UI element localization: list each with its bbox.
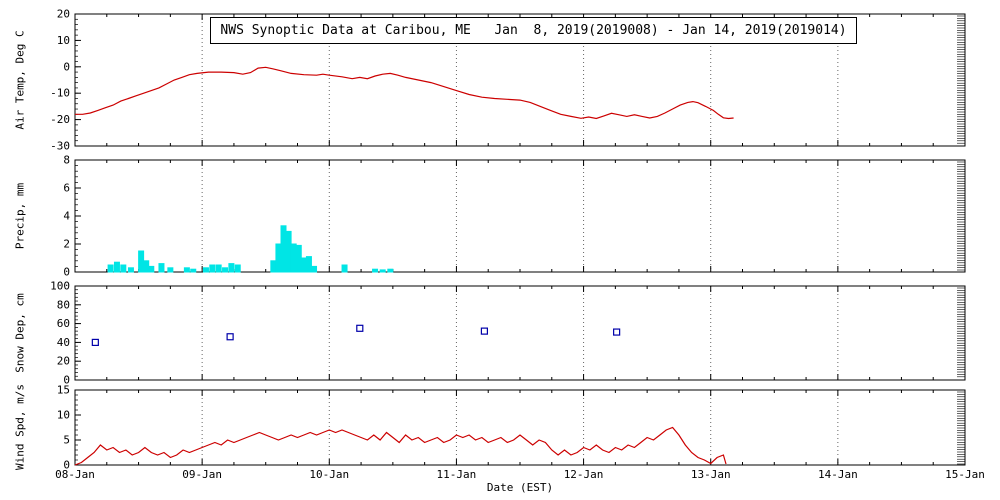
y-tick-label: 2 bbox=[63, 238, 70, 251]
y-tick-label: 5 bbox=[63, 434, 70, 447]
precip-bar bbox=[270, 260, 277, 273]
y-tick-label: 60 bbox=[57, 317, 70, 330]
precip-bar bbox=[305, 256, 312, 273]
precip-bar bbox=[120, 264, 127, 273]
precip-bar bbox=[209, 264, 216, 273]
precip-bar bbox=[228, 263, 235, 273]
x-tick-label: 14-Jan bbox=[818, 468, 858, 481]
x-axis-label: Date (EST) bbox=[486, 481, 554, 494]
snow-depth-marker bbox=[356, 324, 364, 332]
y-axis-label-wind-speed: Wind Spd, m/s bbox=[13, 383, 27, 471]
snow-depth-marker bbox=[613, 328, 621, 336]
precip-bar bbox=[202, 267, 209, 273]
y-tick-label: 4 bbox=[63, 210, 70, 223]
precip-bar bbox=[311, 265, 318, 273]
y-tick-label: 40 bbox=[57, 336, 70, 349]
y-tick-label: 20 bbox=[57, 8, 70, 21]
y-tick-label: -30 bbox=[50, 140, 70, 153]
precip-bar bbox=[183, 267, 190, 273]
y-tick-label: 10 bbox=[57, 34, 70, 47]
precip-bar bbox=[143, 260, 150, 273]
precip-bar bbox=[300, 257, 307, 273]
y-tick-label: -10 bbox=[50, 87, 70, 100]
precip-bar bbox=[275, 243, 282, 273]
y-tick-label: 0 bbox=[63, 459, 70, 472]
y-axis-label-snow-depth: Snow Dep, cm bbox=[13, 293, 27, 373]
y-tick-label: 20 bbox=[57, 355, 70, 368]
precip-bar bbox=[222, 267, 229, 273]
panel-air-temp: -30 -20 -10 0 10 20 bbox=[50, 8, 966, 153]
y-axis-label-air-temp: Air Temp, Deg C bbox=[13, 30, 27, 130]
snow-depth-marker bbox=[480, 327, 488, 335]
y-tick-label: 6 bbox=[63, 182, 70, 195]
y-tick-label: 0 bbox=[63, 60, 70, 73]
x-tick-label: 10-Jan bbox=[309, 468, 349, 481]
panel-snow-depth: 0 20 40 60 80 100 bbox=[50, 280, 966, 387]
y-tick-label: -20 bbox=[50, 113, 70, 126]
precip-bar bbox=[387, 268, 394, 273]
precip-bar bbox=[113, 261, 120, 273]
chart-title: NWS Synoptic Data at Caribou, ME Jan 8, … bbox=[210, 17, 857, 44]
y-tick-label: 0 bbox=[63, 374, 70, 387]
precip-bar bbox=[190, 268, 197, 273]
y-tick-label: 100 bbox=[50, 280, 70, 293]
snow-depth-marker bbox=[226, 333, 234, 341]
precip-bar bbox=[341, 264, 348, 273]
precip-bar bbox=[280, 225, 287, 273]
precip-bar bbox=[290, 243, 297, 273]
x-tick-label: 08-Jan bbox=[55, 468, 95, 481]
panel-wind-speed: 0 5 10 15 bbox=[57, 384, 966, 472]
precip-bar bbox=[285, 230, 292, 273]
precip-bar bbox=[372, 268, 379, 273]
x-tick-label: 15-Jan bbox=[945, 468, 985, 481]
precip-bar bbox=[107, 264, 114, 273]
y-axis-label-precip: Precip, mm bbox=[13, 182, 27, 250]
precip-bar bbox=[167, 267, 174, 273]
x-tick-label: 09-Jan bbox=[182, 468, 222, 481]
y-tick-label: 80 bbox=[57, 298, 70, 311]
x-axis-ticks: 08-Jan 09-Jan 10-Jan 11-Jan 12-Jan 13-Jan 14-J… bbox=[55, 468, 985, 481]
x-tick-label: 11-Jan bbox=[437, 468, 477, 481]
precip-bar bbox=[127, 267, 134, 273]
x-tick-label: 12-Jan bbox=[564, 468, 604, 481]
air-temp-line bbox=[75, 66, 734, 120]
y-tick-label: 10 bbox=[57, 409, 70, 422]
y-tick-label: 8 bbox=[63, 154, 70, 167]
precip-bar bbox=[158, 263, 165, 273]
precip-bar bbox=[138, 250, 145, 273]
precip-bar bbox=[295, 244, 302, 273]
panel-precip: 0 2 4 6 8 bbox=[63, 154, 966, 279]
y-tick-label: 15 bbox=[57, 384, 70, 397]
wind-speed-line bbox=[74, 426, 727, 466]
snow-depth-marker bbox=[91, 338, 99, 346]
y-tick-label: 0 bbox=[63, 266, 70, 279]
precip-bar bbox=[234, 264, 241, 273]
precip-bar bbox=[215, 264, 222, 273]
precip-bar bbox=[148, 265, 155, 273]
x-tick-label: 13-Jan bbox=[691, 468, 731, 481]
precip-bar bbox=[379, 269, 386, 273]
